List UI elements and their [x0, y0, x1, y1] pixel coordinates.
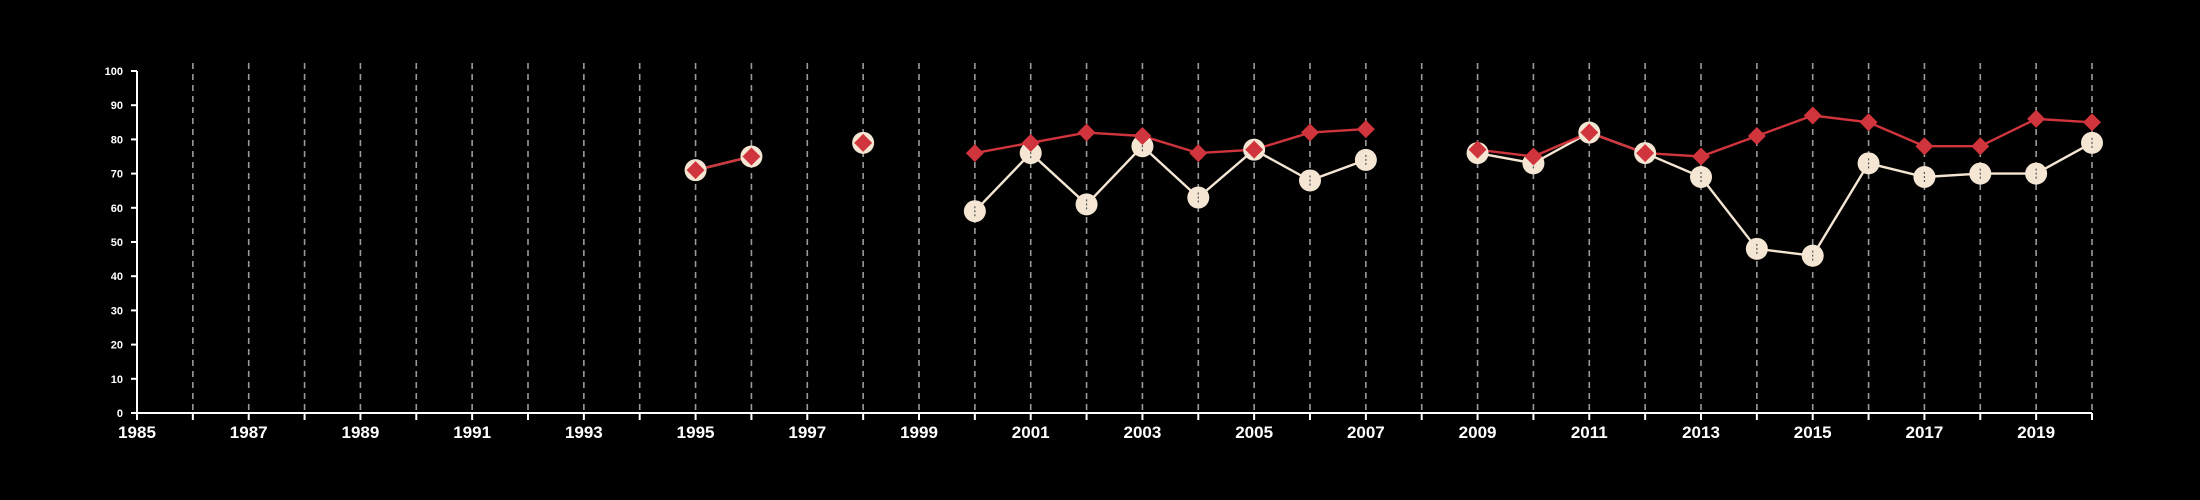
y-tick-label: 30 [111, 305, 123, 317]
axes: 1985 1987 1989 1991 1993 1995 1997 1999 2001 2003… [105, 66, 2093, 442]
x-tick-label: 1997 [788, 423, 826, 442]
x-tick-label: 1987 [230, 423, 268, 442]
y-tick-label: 60 [111, 203, 123, 215]
x-tick-label: 1991 [453, 423, 491, 442]
x-tick-label: 2005 [1235, 423, 1273, 442]
series-diamond-marker [1468, 140, 1487, 159]
series-diamond-marker [1859, 113, 1878, 132]
series-diamond-marker [854, 133, 873, 152]
series-diamond-marker [1747, 126, 1766, 145]
series-diamond-marker [2083, 113, 2101, 132]
x-tick-label: 1999 [900, 423, 938, 442]
x-tick-label: 2003 [1124, 423, 1162, 442]
x-tick-label: 2011 [1571, 423, 1608, 442]
x-tick-label: 2001 [1012, 423, 1050, 442]
y-tick-label: 90 [111, 100, 123, 112]
y-tick-label: 70 [111, 169, 123, 181]
series-diamond-marker [1803, 106, 1822, 125]
series-diamond-marker [1915, 137, 1934, 156]
series-diamond-marker [1301, 123, 1319, 142]
y-tick-label: 20 [111, 340, 123, 352]
series-layer [684, 106, 2103, 267]
x-tick-label: 1985 [118, 423, 156, 442]
series-diamond-marker [1133, 126, 1152, 145]
y-tick-label: 40 [111, 271, 123, 283]
series-diamond-marker [686, 161, 705, 180]
y-tick-label: 50 [111, 237, 123, 249]
series-diamond-marker [742, 147, 761, 166]
x-tick-label: 2009 [1459, 423, 1497, 442]
series-diamond-marker [2027, 109, 2046, 128]
series-diamond-marker [1636, 144, 1655, 163]
x-tick-label: 2007 [1347, 423, 1385, 442]
series-diamond-marker [1189, 144, 1208, 163]
series-diamond-marker [1971, 137, 1990, 156]
x-tick-label: 1989 [342, 423, 380, 442]
series-diamond-marker [1524, 147, 1543, 166]
y-tick-label: 100 [105, 66, 123, 78]
series-diamond-marker [965, 144, 984, 163]
y-tick-label: 10 [111, 374, 123, 386]
x-tick-label: 1995 [677, 423, 715, 442]
series-diamond-marker [1356, 120, 1375, 139]
series-diamond-marker [1580, 123, 1599, 142]
series-diamond-marker [1077, 123, 1096, 142]
x-tick-label: 2015 [1794, 423, 1832, 442]
series-diamond-marker [1692, 147, 1710, 166]
y-tick-label: 80 [111, 134, 123, 146]
series-2-line [974, 127, 1366, 155]
series-diamond-marker [1245, 140, 1264, 159]
x-tick-label: 2013 [1682, 423, 1720, 442]
x-tick-label: 2019 [2017, 423, 2055, 442]
series-diamond-marker [1021, 133, 1040, 152]
x-tick-label: 2017 [1906, 423, 1944, 442]
y-tick-label: 0 [117, 408, 123, 420]
x-tick-label: 1993 [565, 423, 603, 442]
